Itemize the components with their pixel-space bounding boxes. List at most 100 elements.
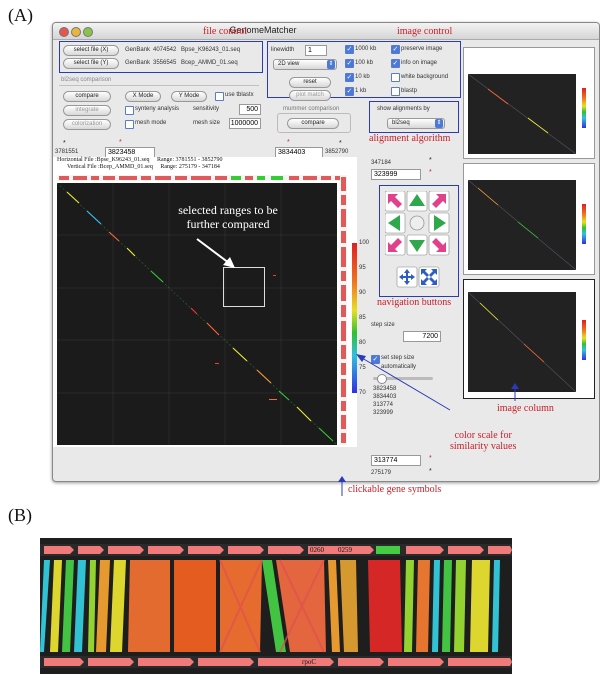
sensitivity-input[interactable]: 500	[239, 104, 261, 115]
mesh-mode-checkbox[interactable]	[125, 120, 134, 129]
mummer-header: mummer comparison	[283, 106, 340, 112]
synteny-view[interactable]	[40, 538, 512, 674]
dot-plot[interactable]	[57, 183, 337, 445]
y-low-sel-input[interactable]: 313774	[371, 455, 421, 466]
preserve-image-checkbox[interactable]	[391, 45, 400, 54]
y-sel-input[interactable]: 323999	[371, 169, 421, 180]
linewidth-label: linewidth	[271, 47, 295, 53]
annotation-selected-ranges: selected ranges to be further compared	[133, 203, 323, 231]
info-on-image-checkbox[interactable]	[391, 59, 400, 68]
panel-a-label: (A)	[8, 5, 33, 25]
opt-10kb-checkbox[interactable]	[345, 73, 354, 82]
thumbnail-plot	[468, 292, 576, 392]
navigation-pad[interactable]	[385, 191, 451, 289]
image-thumbnail-3[interactable]	[463, 279, 595, 399]
x-mode-button[interactable]: X Mode	[125, 91, 161, 102]
show-alignments-label: show alignments by	[377, 106, 430, 112]
minimize-window-button[interactable]	[71, 27, 81, 37]
file-y-format: GenBank	[125, 60, 151, 66]
colorization-button[interactable]: colorization	[63, 119, 111, 130]
preserve-image-label: preserve image	[401, 46, 443, 52]
annotation-color-scale-line2: similarity values	[450, 441, 517, 452]
opt-100kb-label: 100 kb	[355, 60, 374, 66]
h-file-label: Horizontal File :Bpse_K96243_01.seq	[57, 157, 150, 163]
select-file-x-button[interactable]: select file (X)	[63, 45, 119, 56]
integrate-button[interactable]: integrate	[63, 105, 111, 116]
y-low-sel-asterisk: *	[429, 455, 432, 462]
arrow-annotation	[196, 238, 235, 268]
file-x-name: Bpse_K96243_01.seq	[181, 47, 241, 53]
annotation-navigation-buttons: navigation buttons	[377, 297, 452, 308]
step-slider-thumb[interactable]	[377, 374, 387, 384]
chevron-down-icon: ⇕	[327, 60, 335, 69]
alignment-algorithm-group	[369, 101, 459, 133]
title-bar: GenomeMatcher	[53, 23, 599, 40]
gene-label-top[interactable]: 0259	[336, 546, 354, 554]
plot-match-button[interactable]: plot match	[289, 90, 331, 101]
x-end-asterisk: *	[339, 140, 342, 147]
mummer-compare-button[interactable]: compare	[287, 118, 339, 129]
scale-tick: 100	[359, 240, 370, 246]
opt-1000kb-checkbox[interactable]	[345, 45, 354, 54]
use-tblastx-checkbox[interactable]	[215, 92, 224, 101]
scale-tick: 75	[359, 365, 366, 371]
step-slider[interactable]	[373, 374, 433, 384]
window-title: GenomeMatcher	[229, 25, 297, 35]
thumbnail-plot	[468, 180, 576, 270]
opt-1000kb-label: 1000 kb	[355, 46, 377, 52]
file-x-format: GenBank	[125, 47, 151, 53]
image-control-group	[267, 41, 461, 98]
thumbnail-scale	[582, 88, 586, 128]
annotation-image-control: image control	[397, 26, 453, 37]
view-select[interactable]: 2D view ⇕	[273, 59, 337, 70]
gene-track-vertical[interactable]	[339, 175, 348, 445]
selection-box[interactable]	[223, 267, 265, 307]
x-sel-asterisk: *	[119, 139, 122, 146]
set-step-checkbox[interactable]	[371, 355, 380, 364]
y-top-value: 347184	[371, 160, 392, 166]
gene-label-bottom[interactable]: rpoC	[300, 658, 318, 666]
white-background-checkbox[interactable]	[391, 73, 400, 82]
white-background-label: white background	[401, 74, 449, 80]
scale-tick: 70	[359, 390, 366, 396]
set-step-label: set step size	[381, 355, 415, 361]
image-thumbnail-2[interactable]	[463, 163, 595, 275]
gene-symbol-pointer	[338, 476, 346, 496]
annotation-color-scale-line1: color scale for	[454, 430, 512, 441]
gene-track-horizontal[interactable]	[57, 174, 347, 182]
select-file-y-button[interactable]: select file (Y)	[63, 58, 119, 69]
step-size-input[interactable]: 7200	[403, 331, 441, 342]
chevron-down-icon: ⇕	[435, 119, 443, 128]
opt-1kb-checkbox[interactable]	[345, 87, 354, 96]
linewidth-input[interactable]: 1	[305, 45, 327, 56]
file-y-size: 3556545	[153, 60, 177, 66]
y-mode-button[interactable]: Y Mode	[171, 91, 207, 102]
blastp-label: blastp	[401, 88, 418, 94]
range-list-item: 313774	[373, 402, 394, 408]
reset-button[interactable]: reset	[289, 77, 331, 88]
opt-100kb-checkbox[interactable]	[345, 59, 354, 68]
synteny-checkbox[interactable]	[125, 106, 134, 115]
thumbnail-plot	[468, 74, 576, 154]
annotation-color-scale: color scale for similarity values	[450, 430, 516, 452]
gene-label-top[interactable]: 0260	[308, 546, 326, 554]
image-column-pointer	[511, 383, 519, 401]
range-list-item: 3823458	[373, 386, 397, 392]
x-end-value: 3852790	[325, 149, 349, 155]
image-thumbnail-1[interactable]	[463, 47, 595, 159]
mesh-size-input[interactable]: 1000000	[229, 118, 261, 129]
algorithm-select-value: bl2seq	[392, 120, 410, 126]
color-scale-ticks: 100 95 90 85 80 75 70	[359, 239, 379, 399]
bl2seq-compare-button[interactable]: compare	[63, 91, 111, 102]
close-window-button[interactable]	[59, 27, 69, 37]
color-scale-bar	[352, 243, 357, 393]
range-list-item: 323999	[373, 410, 394, 416]
x-end-sel-asterisk: *	[287, 139, 290, 146]
algorithm-select[interactable]: bl2seq ⇕	[387, 118, 445, 129]
scale-tick: 85	[359, 315, 366, 321]
file-x-size: 4074542	[153, 47, 177, 53]
file-control-group	[59, 41, 263, 73]
blastp-checkbox[interactable]	[391, 87, 400, 96]
zoom-window-button[interactable]	[83, 27, 93, 37]
x-start-value: 3781551	[55, 149, 79, 155]
